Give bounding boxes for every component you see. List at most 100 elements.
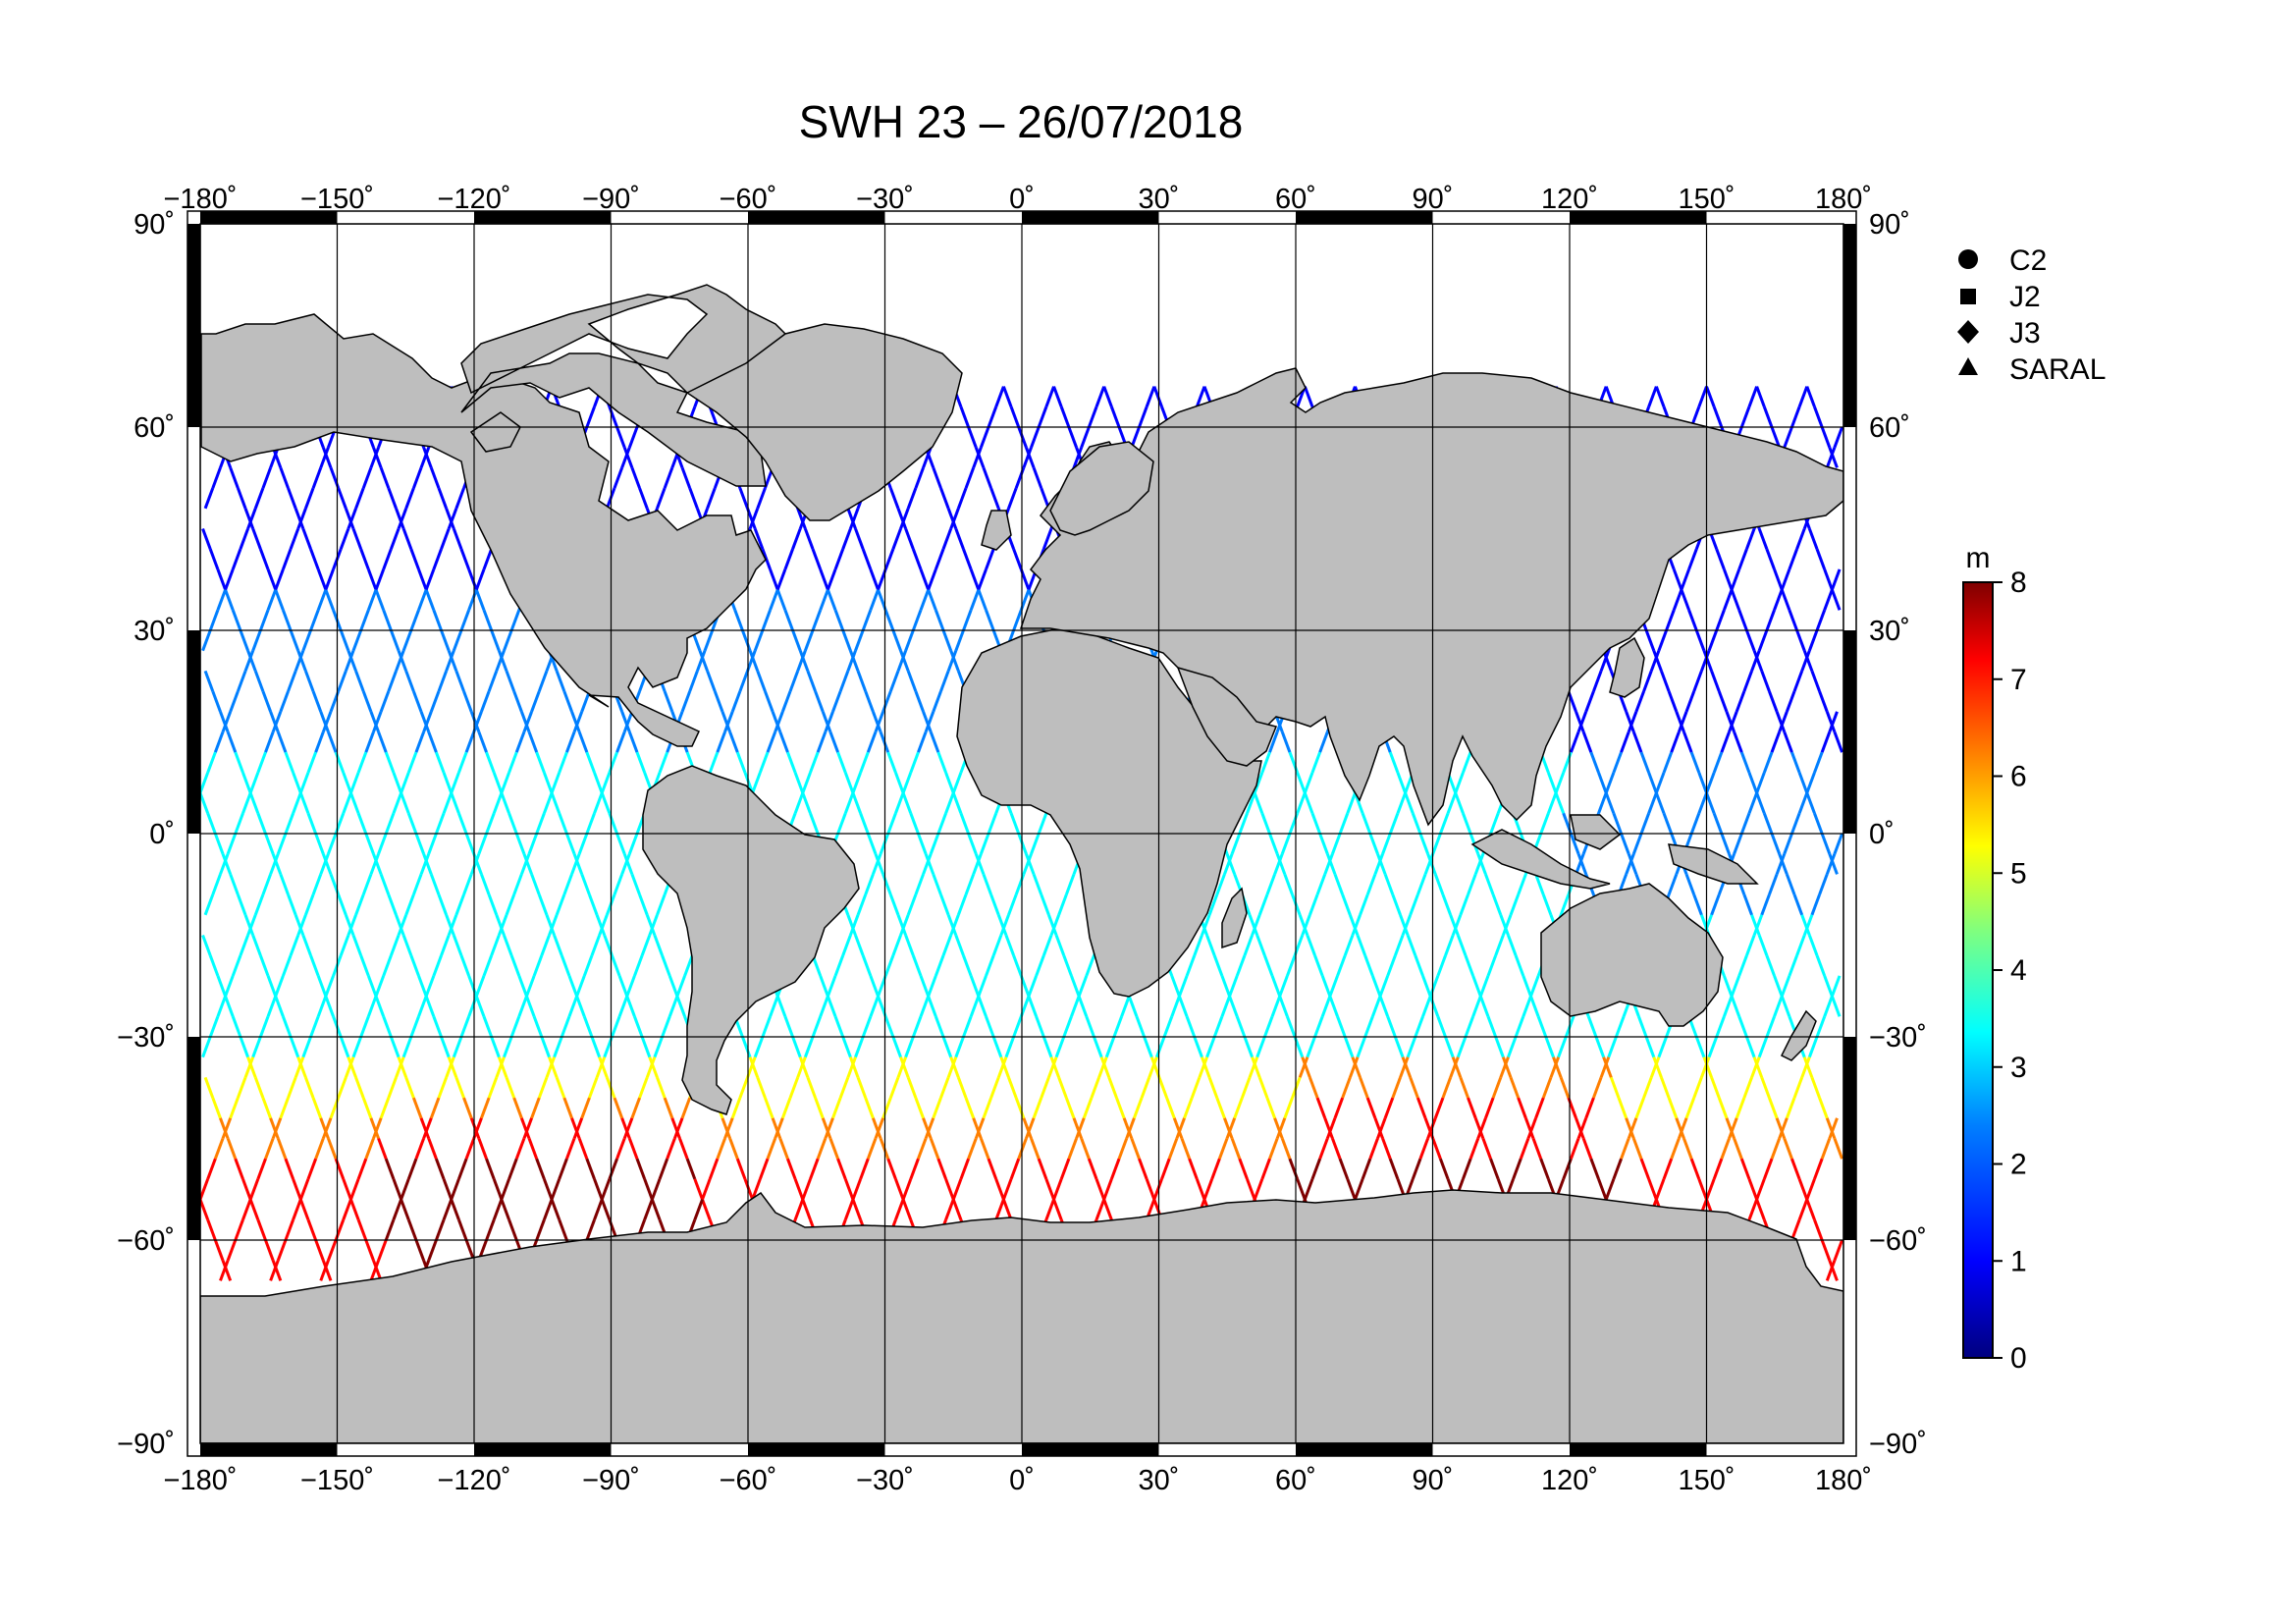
track-segment bbox=[1554, 792, 1566, 814]
land-madagascar bbox=[1221, 887, 1248, 949]
track-segment bbox=[1449, 914, 1460, 937]
track-segment bbox=[495, 650, 506, 672]
track-segment bbox=[1446, 792, 1458, 814]
track-segment bbox=[919, 975, 931, 998]
track-segment bbox=[1760, 893, 1771, 916]
track-segment bbox=[1680, 589, 1691, 611]
track-segment bbox=[472, 1117, 483, 1140]
track-segment bbox=[445, 914, 455, 937]
track-segment bbox=[327, 833, 338, 855]
track-segment bbox=[1383, 1097, 1395, 1119]
track-segment bbox=[319, 1260, 330, 1281]
lat-tick-label-left: 30˚ bbox=[133, 616, 175, 647]
track-segment bbox=[859, 812, 870, 835]
track-segment bbox=[730, 1097, 742, 1119]
track-segment bbox=[929, 730, 940, 753]
lon-tick-label-top: −30˚ bbox=[856, 184, 914, 215]
track-segment bbox=[1041, 527, 1053, 550]
track-segment bbox=[1230, 833, 1242, 855]
track-segment bbox=[201, 934, 212, 956]
track-segment bbox=[788, 670, 800, 692]
track-segment bbox=[917, 833, 928, 855]
track-segment bbox=[891, 934, 902, 956]
track-segment bbox=[572, 711, 584, 733]
track-segment bbox=[954, 629, 965, 652]
track-segment bbox=[289, 527, 300, 550]
track-segment bbox=[422, 1117, 433, 1140]
track-segment bbox=[1797, 1199, 1809, 1220]
track-segment bbox=[688, 487, 699, 510]
track-segment bbox=[462, 873, 473, 895]
track-segment bbox=[372, 711, 383, 733]
track-segment bbox=[482, 609, 494, 631]
track-segment bbox=[1489, 812, 1500, 835]
track-segment bbox=[1797, 386, 1809, 407]
track-segment bbox=[962, 548, 973, 570]
track-segment bbox=[620, 853, 631, 875]
track-segment bbox=[1333, 1097, 1345, 1119]
track-segment bbox=[1007, 1076, 1018, 1099]
track-segment bbox=[474, 975, 486, 998]
track-segment bbox=[497, 650, 508, 672]
track-segment bbox=[1399, 914, 1410, 937]
track-segment bbox=[1597, 772, 1608, 794]
track-segment bbox=[219, 1260, 230, 1281]
map-title: SWH 23 – 26/07/2018 bbox=[799, 96, 1244, 147]
track-segment bbox=[321, 1117, 333, 1140]
track-segment bbox=[1667, 873, 1679, 895]
track-segment bbox=[1365, 873, 1377, 895]
legend-label: SARAL bbox=[2009, 353, 2106, 386]
track-segment bbox=[301, 527, 312, 550]
track-segment bbox=[809, 751, 820, 774]
track-segment bbox=[826, 975, 837, 998]
track-segment bbox=[213, 833, 225, 855]
track-segment bbox=[490, 629, 501, 652]
track-segment bbox=[962, 609, 973, 631]
track-segment bbox=[1459, 1076, 1469, 1099]
track-segment bbox=[342, 1199, 352, 1220]
track-segment bbox=[780, 1097, 792, 1119]
track-segment bbox=[1132, 1097, 1144, 1119]
land-scandinavia bbox=[1049, 441, 1154, 536]
track-segment bbox=[1230, 1137, 1242, 1160]
track-segment bbox=[558, 812, 568, 835]
track-segment bbox=[1797, 792, 1809, 814]
track-segment bbox=[814, 1097, 825, 1119]
track-segment bbox=[366, 975, 378, 998]
track-segment bbox=[239, 1036, 249, 1058]
track-segment bbox=[1414, 954, 1424, 977]
track-segment bbox=[1411, 1158, 1422, 1180]
track-segment bbox=[1597, 792, 1608, 814]
track-segment bbox=[535, 751, 546, 774]
track-segment bbox=[319, 853, 330, 875]
track-segment bbox=[553, 934, 563, 956]
track-segment bbox=[512, 873, 523, 895]
track-segment bbox=[1765, 1015, 1776, 1038]
track-segment bbox=[469, 711, 481, 733]
track-segment bbox=[296, 1056, 307, 1078]
track-segment bbox=[1275, 853, 1287, 875]
track-segment bbox=[1190, 1076, 1201, 1099]
track-segment bbox=[843, 1199, 855, 1220]
track-segment bbox=[248, 772, 260, 794]
track-segment bbox=[758, 1158, 770, 1180]
track-segment bbox=[309, 548, 320, 570]
track-segment bbox=[401, 1036, 413, 1058]
track-segment bbox=[1421, 975, 1432, 998]
track-segment bbox=[1715, 1015, 1726, 1038]
frame-segment bbox=[748, 211, 885, 224]
track-segment bbox=[1278, 975, 1289, 998]
track-segment bbox=[514, 730, 526, 753]
track-segment bbox=[994, 1199, 1005, 1220]
track-segment bbox=[279, 690, 290, 713]
track-segment bbox=[927, 589, 937, 611]
track-segment bbox=[1745, 1036, 1756, 1058]
track-segment bbox=[706, 487, 717, 510]
track-segment bbox=[361, 873, 373, 895]
frame-segment bbox=[200, 211, 338, 224]
track-segment bbox=[936, 751, 947, 774]
track-segment bbox=[650, 1199, 662, 1220]
track-segment bbox=[1246, 1178, 1256, 1201]
track-segment bbox=[1346, 1178, 1357, 1201]
track-segment bbox=[1040, 1076, 1050, 1099]
